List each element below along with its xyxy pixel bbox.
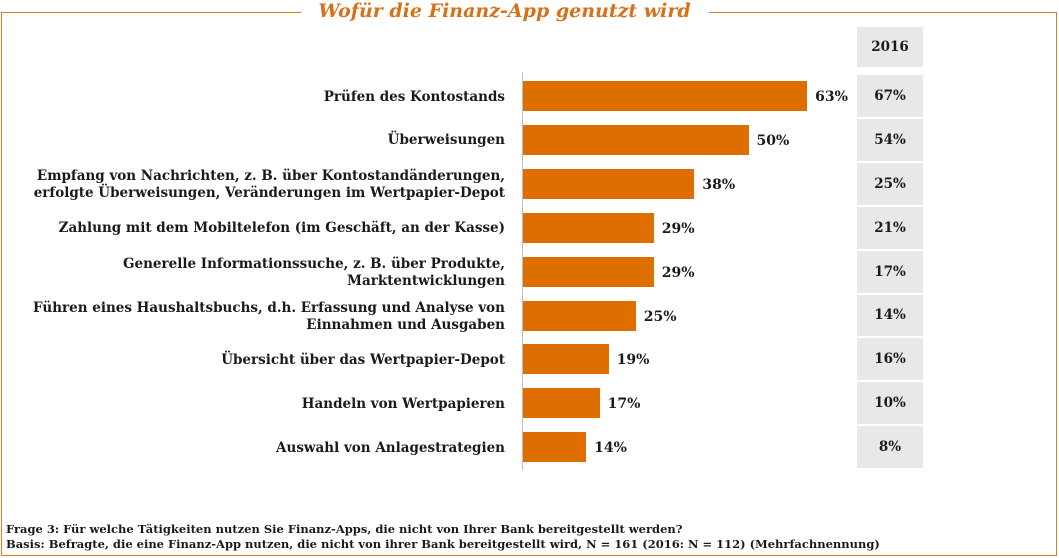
comparison-value: 67% — [857, 75, 923, 117]
category-label-line: Zahlung mit dem Mobiltelefon (im Geschäf… — [58, 220, 505, 237]
frame-top-right-line — [709, 12, 1057, 13]
value-label: 25% — [643, 308, 677, 325]
comparison-value: 8% — [857, 426, 923, 469]
category-label-line: Handeln von Wertpapieren — [301, 395, 505, 412]
comparison-value: 10% — [857, 382, 923, 425]
bar — [523, 168, 695, 199]
comparison-value: 16% — [857, 338, 923, 381]
footnote-question: Frage 3: Für welche Tätigkeiten nutzen S… — [6, 522, 683, 536]
comparison-column-2016: 2016 67% 54% 25% 21% 17% 14% 16% 10% 8% — [857, 27, 923, 473]
category-label-line: Führen eines Haushaltsbuchs, d.h. Erfass… — [33, 299, 505, 316]
bar — [523, 212, 654, 243]
category-label-line: Überweisungen — [387, 132, 505, 149]
category-label: Zahlung mit dem Mobiltelefon (im Geschäf… — [5, 220, 505, 237]
value-label: 14% — [594, 440, 627, 457]
category-label: Übersicht über das Wertpapier-Depot — [5, 352, 505, 369]
footnote-basis: Basis: Befragte, die eine Finanz-App nut… — [6, 537, 880, 551]
value-label: 50% — [756, 132, 790, 149]
bar — [523, 81, 808, 111]
value-label: 29% — [661, 220, 695, 237]
bar — [523, 300, 636, 331]
category-label: Empfang von Nachrichten, z. B. über Kont… — [5, 168, 505, 202]
category-label: Überweisungen — [5, 132, 505, 149]
category-label: Handeln von Wertpapieren — [5, 396, 505, 413]
bar — [523, 388, 600, 419]
value-label: 17% — [607, 396, 641, 413]
category-label-line: Generelle Informationssuche, z. B. über … — [122, 255, 505, 272]
category-label: Führen eines Haushaltsbuchs, d.h. Erfass… — [5, 300, 505, 334]
category-label-line: Einnahmen und Ausgaben — [306, 316, 505, 333]
comparison-value: 25% — [857, 162, 923, 205]
value-label: 19% — [616, 352, 650, 369]
value-label: 63% — [815, 89, 848, 105]
category-label-line: Empfang von Nachrichten, z. B. über Kont… — [36, 167, 505, 184]
value-label: 38% — [702, 176, 736, 193]
category-label: Generelle Informationssuche, z. B. über … — [5, 256, 505, 290]
comparison-value: 17% — [857, 250, 923, 293]
category-axis-line — [522, 72, 523, 470]
bar — [523, 124, 749, 155]
chart-title: Wofür die Finanz-App genutzt wird — [318, 0, 691, 22]
value-label: 29% — [661, 264, 695, 281]
category-label-line: Prüfen des Kontostands — [323, 88, 505, 105]
category-label-line: Marktentwicklungen — [347, 272, 505, 289]
category-label-line: erfolgte Überweisungen, Veränderungen im… — [33, 184, 505, 201]
bar — [523, 432, 587, 463]
comparison-header: 2016 — [857, 27, 923, 67]
frame-top-left-line — [1, 12, 301, 13]
comparison-value: 54% — [857, 118, 923, 161]
chart-frame — [1, 12, 1057, 556]
bar — [523, 256, 654, 287]
category-label-line: Auswahl von Anlagestrategien — [276, 439, 505, 456]
category-label: Prüfen des Kontostands — [5, 89, 505, 106]
comparison-value: 14% — [857, 294, 923, 337]
bar — [523, 344, 609, 375]
category-label: Auswahl von Anlagestrategien — [5, 440, 505, 457]
comparison-value: 21% — [857, 206, 923, 249]
category-label-line: Übersicht über das Wertpapier-Depot — [221, 351, 505, 368]
